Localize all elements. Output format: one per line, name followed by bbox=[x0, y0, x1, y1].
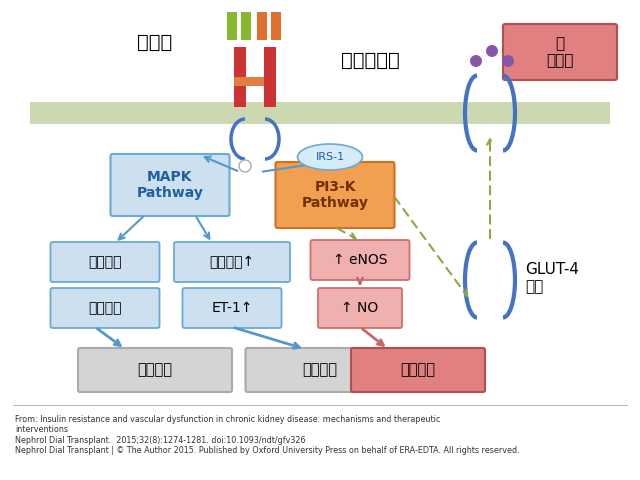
Circle shape bbox=[502, 55, 514, 67]
FancyBboxPatch shape bbox=[182, 288, 282, 328]
FancyBboxPatch shape bbox=[351, 348, 485, 392]
Bar bbox=[241, 12, 251, 40]
FancyBboxPatch shape bbox=[275, 162, 394, 228]
FancyBboxPatch shape bbox=[51, 288, 159, 328]
Text: 胰岛素受体: 胰岛素受体 bbox=[340, 50, 399, 70]
Circle shape bbox=[470, 55, 482, 67]
Text: 糖
再吸收: 糖 再吸收 bbox=[547, 36, 573, 68]
Text: GLUT-4
移位: GLUT-4 移位 bbox=[525, 262, 579, 294]
Bar bbox=[234, 47, 246, 107]
Text: 细胞增殖: 细胞增殖 bbox=[138, 362, 173, 377]
Text: 胰岛素: 胰岛素 bbox=[138, 33, 173, 51]
Circle shape bbox=[239, 160, 251, 172]
FancyBboxPatch shape bbox=[318, 288, 402, 328]
Text: From: Insulin resistance and vascular dysfunction in chronic kidney disease: mec: From: Insulin resistance and vascular dy… bbox=[15, 415, 520, 455]
FancyBboxPatch shape bbox=[51, 242, 159, 282]
Text: IRS-1: IRS-1 bbox=[316, 152, 344, 162]
Bar bbox=[257, 12, 267, 40]
Text: ↑ NO: ↑ NO bbox=[341, 301, 379, 315]
FancyBboxPatch shape bbox=[246, 348, 394, 392]
FancyBboxPatch shape bbox=[310, 240, 410, 280]
Bar bbox=[264, 47, 276, 107]
Text: PI3-K
Pathway: PI3-K Pathway bbox=[301, 180, 369, 210]
Text: 血管舒张: 血管舒张 bbox=[401, 362, 435, 377]
Text: ET-1↑: ET-1↑ bbox=[211, 301, 253, 315]
Bar bbox=[234, 77, 264, 86]
Text: 细胞迁徙: 细胞迁徙 bbox=[88, 255, 122, 269]
Text: 粘附分子↑: 粘附分子↑ bbox=[209, 255, 255, 269]
Text: 血管收缩: 血管收缩 bbox=[303, 362, 337, 377]
Text: MAPK
Pathway: MAPK Pathway bbox=[136, 170, 204, 200]
Text: ↑ eNOS: ↑ eNOS bbox=[333, 253, 387, 267]
FancyBboxPatch shape bbox=[111, 154, 230, 216]
Bar bbox=[30, 102, 610, 124]
FancyBboxPatch shape bbox=[174, 242, 290, 282]
FancyBboxPatch shape bbox=[503, 24, 617, 80]
Bar bbox=[227, 12, 237, 40]
Bar bbox=[271, 12, 281, 40]
Ellipse shape bbox=[298, 144, 362, 170]
FancyBboxPatch shape bbox=[78, 348, 232, 392]
Circle shape bbox=[486, 45, 498, 57]
Text: 细胞生长: 细胞生长 bbox=[88, 301, 122, 315]
